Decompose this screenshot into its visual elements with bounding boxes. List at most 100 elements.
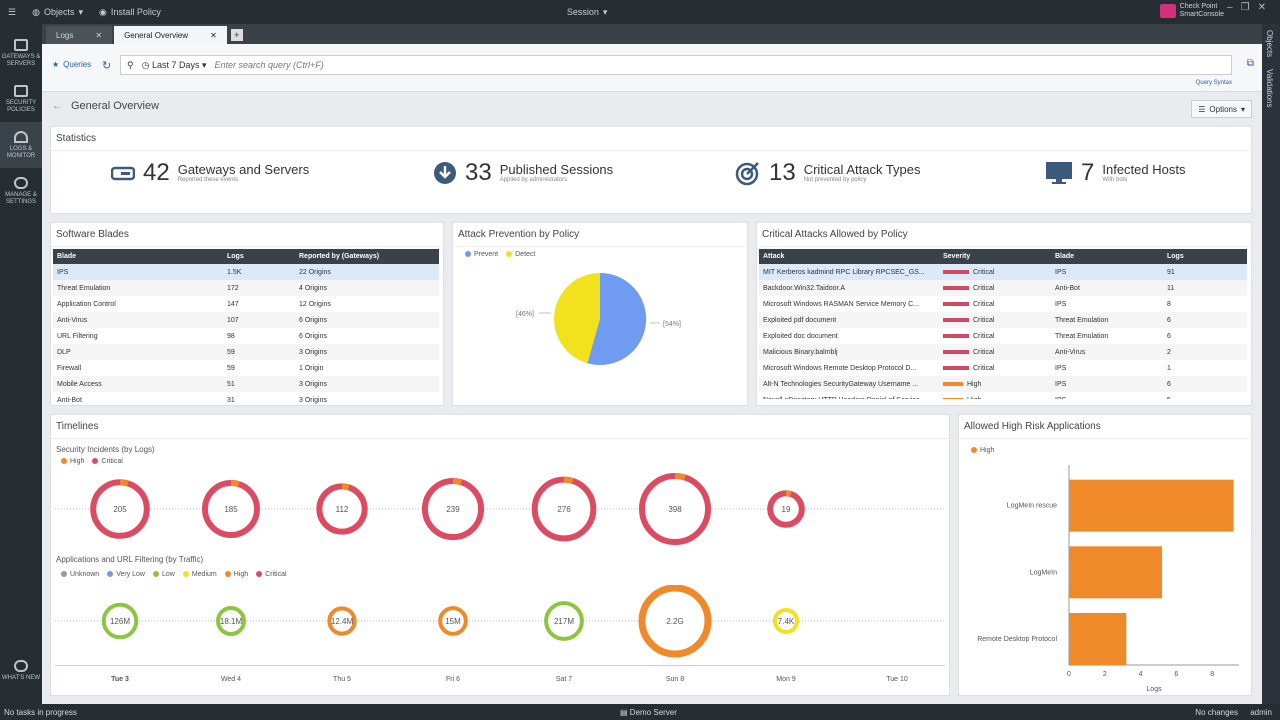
legend-item[interactable]: Medium [182,571,217,578]
column-header-attack[interactable]: Attack [759,249,939,264]
traffic-bubble[interactable]: 2.2G [638,585,712,658]
table-row[interactable]: Anti-Bot 31 3 Origins [53,392,439,408]
traffic-bubble[interactable]: 217M [544,601,584,641]
close-icon[interactable]: ✕ [210,30,217,40]
table-row[interactable]: Firewall 59 1 Origin [53,360,439,376]
back-arrow-icon[interactable]: ← [52,100,63,112]
table-row[interactable]: Microsoft Windows Remote Desktop Protoco… [759,360,1247,376]
stat-infected-hosts[interactable]: 7 Infected Hosts With bots [1045,159,1185,187]
incident-bubble[interactable]: 185 [202,480,260,538]
sidebar-item-gateways[interactable]: GATEWAYS & SERVERS [0,30,42,76]
table-cell: 107 [223,312,295,328]
user-status[interactable]: admin [1250,707,1272,717]
table-row[interactable]: Application Control 147 12 Origins [53,296,439,312]
sidebar-item-policies[interactable]: SECURITY POLICIES [0,76,42,122]
legend-critical[interactable]: Critical [92,458,123,465]
sidebar-item-logs[interactable]: LOGS & MONITOR [0,122,42,168]
table-cell: 51 [223,376,295,392]
tasks-status[interactable]: No tasks in progress [4,707,77,717]
gauge-icon [14,130,28,143]
table-cell: Microsoft Windows RASMAN Service Memory … [763,300,919,308]
legend-item[interactable]: Unknown [61,571,99,578]
sidebar-item-whatsnew[interactable]: WHAT'S NEW [0,648,42,694]
traffic-bubble[interactable]: 7.4K [772,607,800,635]
table-row[interactable]: Novell eDirectory HTTP Headers Denial of… [759,392,1247,399]
legend-item[interactable]: Low [152,571,175,578]
refresh-icon[interactable]: ↻ [102,60,112,72]
validations-panel-tab[interactable]: Validations [1265,69,1274,108]
table-cell: 6 Origins [299,332,328,340]
traffic-bubble[interactable]: 12.4M [327,606,357,636]
table-row[interactable]: Anti-Virus 107 6 Origins [53,312,439,328]
sidebar-item-settings[interactable]: MANAGE & SETTINGS [0,168,42,214]
incident-bubble[interactable]: 112 [316,483,368,535]
table-cell: 59 [227,364,235,372]
table-row[interactable]: MIT Kerberos kadmind RPC Library RPCSEC_… [759,264,1247,280]
tab-logs[interactable]: Logs ✕ [46,26,113,44]
table-row[interactable]: DLP 59 3 Origins [53,344,439,360]
window-controls[interactable]: –❐✕ [1227,2,1274,13]
bar[interactable] [1069,479,1234,532]
table-row[interactable]: URL Filtering 98 6 Origins [53,328,439,344]
incident-bubble[interactable]: 19 [767,490,805,528]
legend-high[interactable]: High [61,458,84,465]
table-row[interactable]: Exploited pdf document Critical Threat Emu… [759,312,1247,328]
incident-bubble[interactable]: 205 [90,479,150,539]
stat-attack-types[interactable]: 13 Critical Attack Types Not prevented by… [735,159,921,187]
objects-panel-tab[interactable]: Objects [1265,30,1274,58]
table-row[interactable]: Threat Emulation 172 4 Origins [53,280,439,296]
incident-bubble[interactable]: 239 [421,477,485,541]
session-menu[interactable]: Session ▾ [566,6,608,18]
app-menu-button[interactable]: ☰ [0,7,24,18]
options-button[interactable]: ☰ Options ▾ [1191,100,1252,118]
incident-bubble[interactable]: 398 [639,473,711,545]
day-tick-label: Wed 4 [221,676,241,683]
column-header-logs[interactable]: Logs [223,249,295,264]
table-row[interactable]: IPS 1.5K 22 Origins [53,264,439,280]
search-input[interactable] [214,60,815,70]
install-policy-button[interactable]: ◉ Install Policy [98,6,161,18]
table-row[interactable]: Malicious Binary.balmblj Critical Anti-Vir… [759,344,1247,360]
table-cell: IPS [1055,364,1067,372]
table-row[interactable]: Mobile Access 51 3 Origins [53,376,439,392]
table-row[interactable]: Microsoft Windows RASMAN Service Memory … [759,296,1247,312]
column-header-logs[interactable]: Logs [1163,249,1247,264]
export-icon[interactable]: ⧉ [1246,58,1254,69]
critical-attacks-table: Attack Severity Blade Logs MIT Kerberos … [759,249,1247,399]
stat-sessions[interactable]: 33 Published Sessions Applied by administ… [433,159,613,187]
tab-general-overview[interactable]: General Overview ✕ [114,26,227,44]
table-cell: 1 [1167,364,1171,372]
legend-detect[interactable]: Detect [506,251,535,258]
column-header-blade[interactable]: Blade [53,249,223,264]
pie-slice-prevent[interactable] [587,272,647,365]
table-row[interactable]: Backdoor.Win32.Taidoor.A Critical Anti-Bot… [759,280,1247,296]
traffic-bubble[interactable]: 18.1M [216,606,246,636]
severity-bar [943,381,963,386]
apps-title: Applications and URL Filtering (by Traff… [56,555,204,564]
legend-high[interactable]: High [971,447,994,454]
new-tab-button[interactable]: + [230,29,243,41]
query-syntax-link[interactable]: Query Syntax [1195,80,1232,86]
column-header-blade[interactable]: Blade [1051,249,1163,264]
stat-gateways[interactable]: 42 Gateways and Servers Reported these ev… [111,159,309,187]
traffic-bubble[interactable]: 15M [438,606,468,636]
time-range-select[interactable]: ◷ Last 7 Days ▾ [141,59,207,70]
incident-bubble[interactable]: 276 [531,476,597,542]
traffic-bubble[interactable]: 126M [101,602,139,640]
page-header: ← General Overview [52,100,159,112]
column-header-reported[interactable]: Reported by (Gateways) [295,249,439,264]
close-icon[interactable]: ✕ [95,30,103,40]
queries-button[interactable]: ★ Queries [52,60,92,69]
column-header-severity[interactable]: Severity [939,249,1051,264]
legend-prevent[interactable]: Prevent [465,251,498,258]
bar[interactable] [1069,546,1163,599]
legend-item[interactable]: Very Low [107,571,145,578]
incidents-timeline: 205 185 112 239 276 398 19 [55,473,945,545]
legend-item[interactable]: High [224,571,248,578]
table-row[interactable]: Exploited doc document Critical Threat Emu… [759,328,1247,344]
legend-item[interactable]: Critical [256,571,287,578]
table-row[interactable]: Alt-N Technologies SecurityGateway Usern… [759,376,1247,392]
target-icon [735,162,759,186]
objects-menu[interactable]: ◍ Objects ▾ [32,6,83,18]
bar[interactable] [1069,613,1127,665]
